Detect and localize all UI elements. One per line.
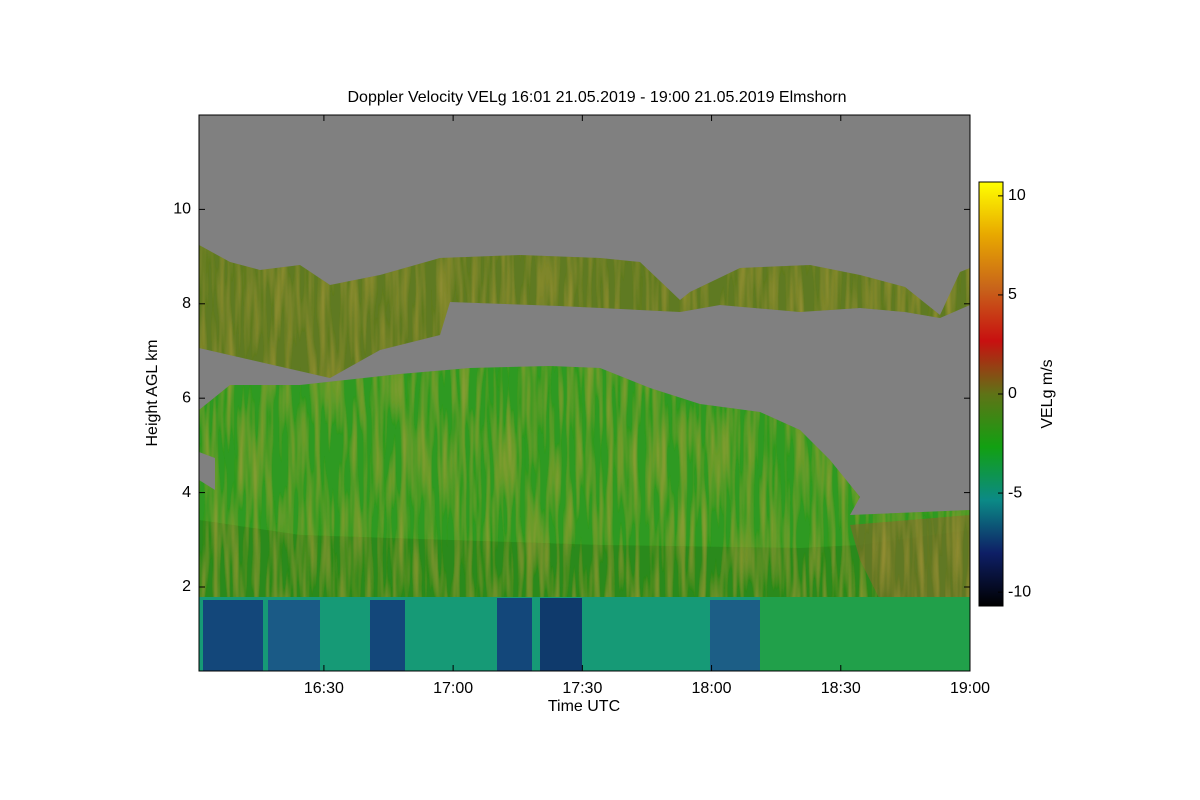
downdraft-streaks [203, 598, 760, 671]
x-axis-label: Time UTC [548, 698, 620, 715]
upper-cloud-layer [199, 245, 970, 378]
streak [370, 600, 405, 671]
y-tick-label: 4 [182, 484, 191, 501]
x-tick-label: 18:00 [692, 680, 732, 697]
streak [203, 600, 263, 671]
streak [497, 598, 532, 671]
colorbar-tick-label: 0 [1008, 385, 1017, 402]
x-tick-label: 17:30 [562, 680, 602, 697]
x-tick-label: 18:30 [821, 680, 861, 697]
streak [540, 598, 582, 671]
colorbar-tick-label: 5 [1008, 286, 1017, 303]
boundary-layer-late [760, 597, 970, 671]
colorbar-label: VELg m/s [1039, 359, 1056, 428]
plot-frame [198, 114, 971, 672]
y-tick-label: 2 [182, 578, 191, 595]
streak [710, 600, 760, 671]
y-tick-label: 8 [182, 295, 191, 312]
y-tick-label: 6 [182, 389, 191, 406]
mid-cloud-band [199, 520, 970, 600]
colorbar-tick-label: 10 [1008, 187, 1026, 204]
x-tick-label: 19:00 [950, 680, 990, 697]
streak [268, 600, 320, 671]
velocity-field [199, 115, 970, 671]
y-axis-label: Height AGL km [144, 339, 161, 446]
colorbar-tick-label: -5 [1008, 484, 1022, 501]
colorbar-tick-label: -10 [1008, 583, 1031, 600]
x-tick-label: 16:30 [304, 680, 344, 697]
y-tick-label: 10 [173, 201, 191, 218]
chart-title: Doppler Velocity VELg 16:01 21.05.2019 -… [347, 89, 846, 106]
x-tick-label: 17:00 [433, 680, 473, 697]
